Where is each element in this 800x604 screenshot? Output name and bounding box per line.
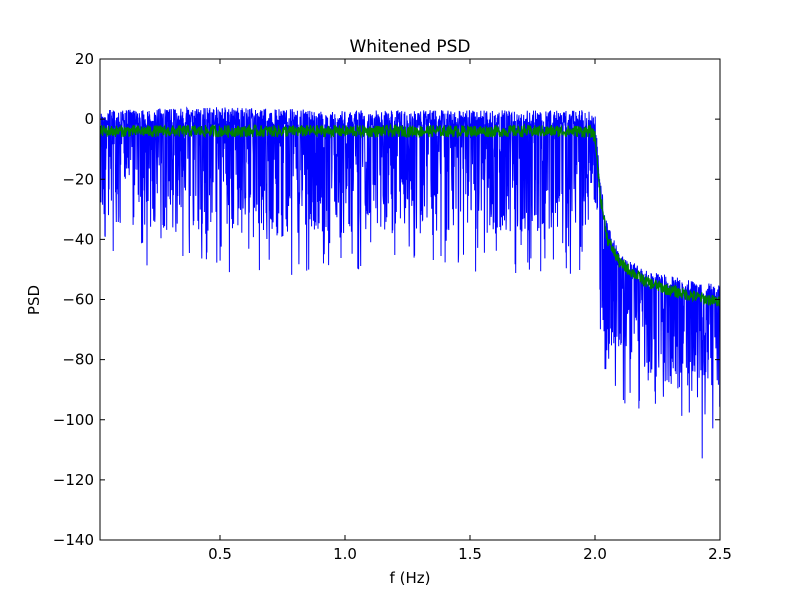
y-tick-label: −80 [62,351,94,369]
y-tick-label: 20 [75,50,94,68]
y-axis-label: PSD [25,285,43,315]
y-tick-label: 0 [84,110,94,128]
x-tick-label: 2.5 [708,545,732,563]
x-tick-label: 2.0 [583,545,607,563]
y-tick-label: −140 [53,531,94,549]
y-tick-label: −120 [53,471,94,489]
x-tick-label: 1.0 [333,545,357,563]
x-axis-label: f (Hz) [390,569,431,587]
x-tick-label: 1.5 [458,545,482,563]
series-line-psd-smoothed [100,123,720,308]
y-tick-label: −100 [53,411,94,429]
ticks: 0.5 1.0 1.5 2.0 2.5 20 0 −20 −40 −60 −80 −100 −120 −1… [53,50,732,563]
chart-title: Whitened PSD [350,37,471,57]
series-line-psd-raw [100,106,720,459]
x-tick-label: 0.5 [208,545,232,563]
plot-area [100,106,720,459]
y-tick-label: −60 [62,291,94,309]
y-tick-label: −40 [62,230,94,248]
y-tick-label: −20 [62,170,94,188]
